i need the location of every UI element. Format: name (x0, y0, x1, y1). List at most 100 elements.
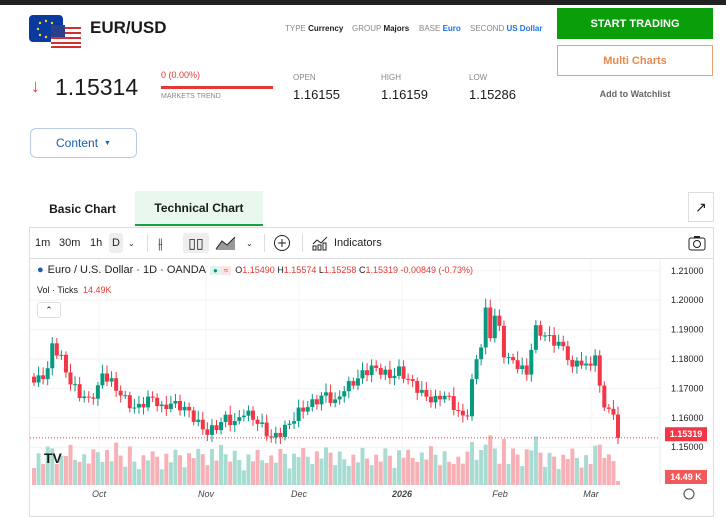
volume-bar (415, 461, 420, 485)
candle-body (287, 423, 292, 425)
volume-bar (155, 456, 160, 485)
bar-chart-icon[interactable]: ⫲ (158, 234, 163, 251)
candle-body (182, 406, 187, 411)
content-dropdown[interactable]: Content ▼ (30, 128, 137, 158)
candlestick-chart[interactable]: 1.21000 1.20000 1.19000 1.18000 1.17000 1.160… (30, 259, 713, 514)
settings-gear-icon[interactable] (683, 488, 695, 500)
candle-body (73, 384, 78, 386)
volume-bar (351, 454, 356, 485)
start-trading-button[interactable]: START TRADING (557, 8, 713, 39)
volume-bar (200, 454, 205, 485)
candle-body (41, 375, 46, 380)
price-tick-label: 1.19000 (671, 325, 704, 335)
volume-bar (333, 465, 338, 485)
volume-bar (387, 455, 392, 485)
volume-bar (123, 466, 128, 485)
candle-body (346, 381, 351, 392)
interval-1h[interactable]: 1h (90, 237, 103, 249)
tab-basic-chart[interactable]: Basic Chart (49, 201, 116, 216)
add-to-watchlist-link[interactable]: Add to Watchlist (599, 89, 671, 99)
price-tick-label: 1.15000 (671, 442, 704, 452)
candle-body (223, 414, 228, 423)
volume-bar (565, 458, 570, 485)
volume-bar (606, 454, 611, 485)
chart-type-chevron-down-icon[interactable]: ⌄ (246, 238, 253, 248)
volume-bar (63, 456, 68, 485)
open-external-icon[interactable]: ↗ (688, 192, 714, 222)
candle-body (529, 349, 534, 375)
candle-body (36, 375, 41, 383)
volume-bar (488, 435, 493, 485)
volume-bar (451, 463, 456, 485)
volume-bar (41, 464, 46, 485)
volume-bar (159, 469, 164, 485)
volume-bar (251, 461, 255, 485)
volume-bar (191, 458, 196, 485)
candle-body (228, 414, 233, 426)
candle-body (241, 415, 246, 418)
candle-body (593, 355, 598, 366)
candle-body (515, 360, 520, 370)
eur-usd-flag-icon (29, 15, 81, 49)
tab-technical-chart[interactable]: Technical Chart (135, 191, 263, 226)
toolbar-divider (30, 258, 713, 259)
volume-bar (223, 454, 228, 485)
candle-body (146, 396, 151, 408)
volume-bar (232, 450, 237, 485)
candle-body (524, 365, 529, 375)
candle-body (255, 419, 260, 424)
meta-group: GROUP Majors (352, 24, 410, 33)
volume-bar (497, 463, 502, 485)
high-label: HIGH (381, 73, 401, 82)
candle-body (173, 400, 178, 404)
candles-icon[interactable]: ▯▯ (183, 233, 209, 253)
volume-bar (164, 453, 169, 485)
candle-body (205, 429, 210, 435)
add-compare-icon[interactable] (273, 234, 291, 252)
volume-bar (355, 462, 360, 485)
content-dropdown-label: Content (56, 136, 99, 150)
area-chart-icon[interactable] (215, 235, 237, 251)
multi-charts-button[interactable]: Multi Charts (557, 45, 713, 76)
volume-bar (328, 452, 333, 485)
volume-bar (114, 442, 119, 485)
time-tick-label: Oct (92, 489, 107, 499)
interval-1m[interactable]: 1m (35, 237, 51, 249)
candle-body (511, 357, 516, 361)
volume-bar (50, 448, 55, 485)
indicators-icon[interactable] (312, 235, 329, 251)
volume-bar (360, 447, 365, 485)
market-trend-label: MARKETS TREND (161, 93, 221, 100)
volume-bar (205, 465, 210, 485)
candle-body (433, 395, 438, 403)
volume-bar (95, 452, 100, 485)
high-value: 1.16159 (381, 87, 428, 102)
divider (147, 234, 148, 252)
candle-body (278, 432, 283, 437)
candle-body (141, 403, 146, 408)
volume-bar (419, 452, 424, 485)
collapse-legend-button[interactable]: ⌃ (37, 302, 61, 318)
volume-bar (438, 465, 443, 485)
candle-body (237, 417, 242, 421)
candle-body (214, 425, 219, 431)
interval-30m[interactable]: 30m (59, 237, 81, 249)
interval-chevron-down-icon[interactable]: ⌄ (128, 238, 135, 248)
open-value: 1.16155 (293, 87, 340, 102)
volume-bar (301, 447, 306, 485)
volume-bar (401, 457, 406, 485)
candle-body (178, 400, 182, 411)
candle-body (260, 422, 265, 424)
volume-bar (529, 450, 534, 485)
candle-body (561, 341, 566, 347)
interval-d[interactable]: D (109, 233, 123, 253)
volume-bar (374, 454, 379, 485)
candle-body (246, 410, 251, 416)
market-status-badge: ● (209, 265, 221, 275)
volume-bar (319, 458, 324, 485)
candle-body (501, 325, 506, 358)
volume-bar (602, 457, 607, 485)
volume-bar (520, 466, 525, 485)
camera-icon[interactable] (688, 235, 706, 251)
indicators-button[interactable]: Indicators (334, 237, 382, 249)
